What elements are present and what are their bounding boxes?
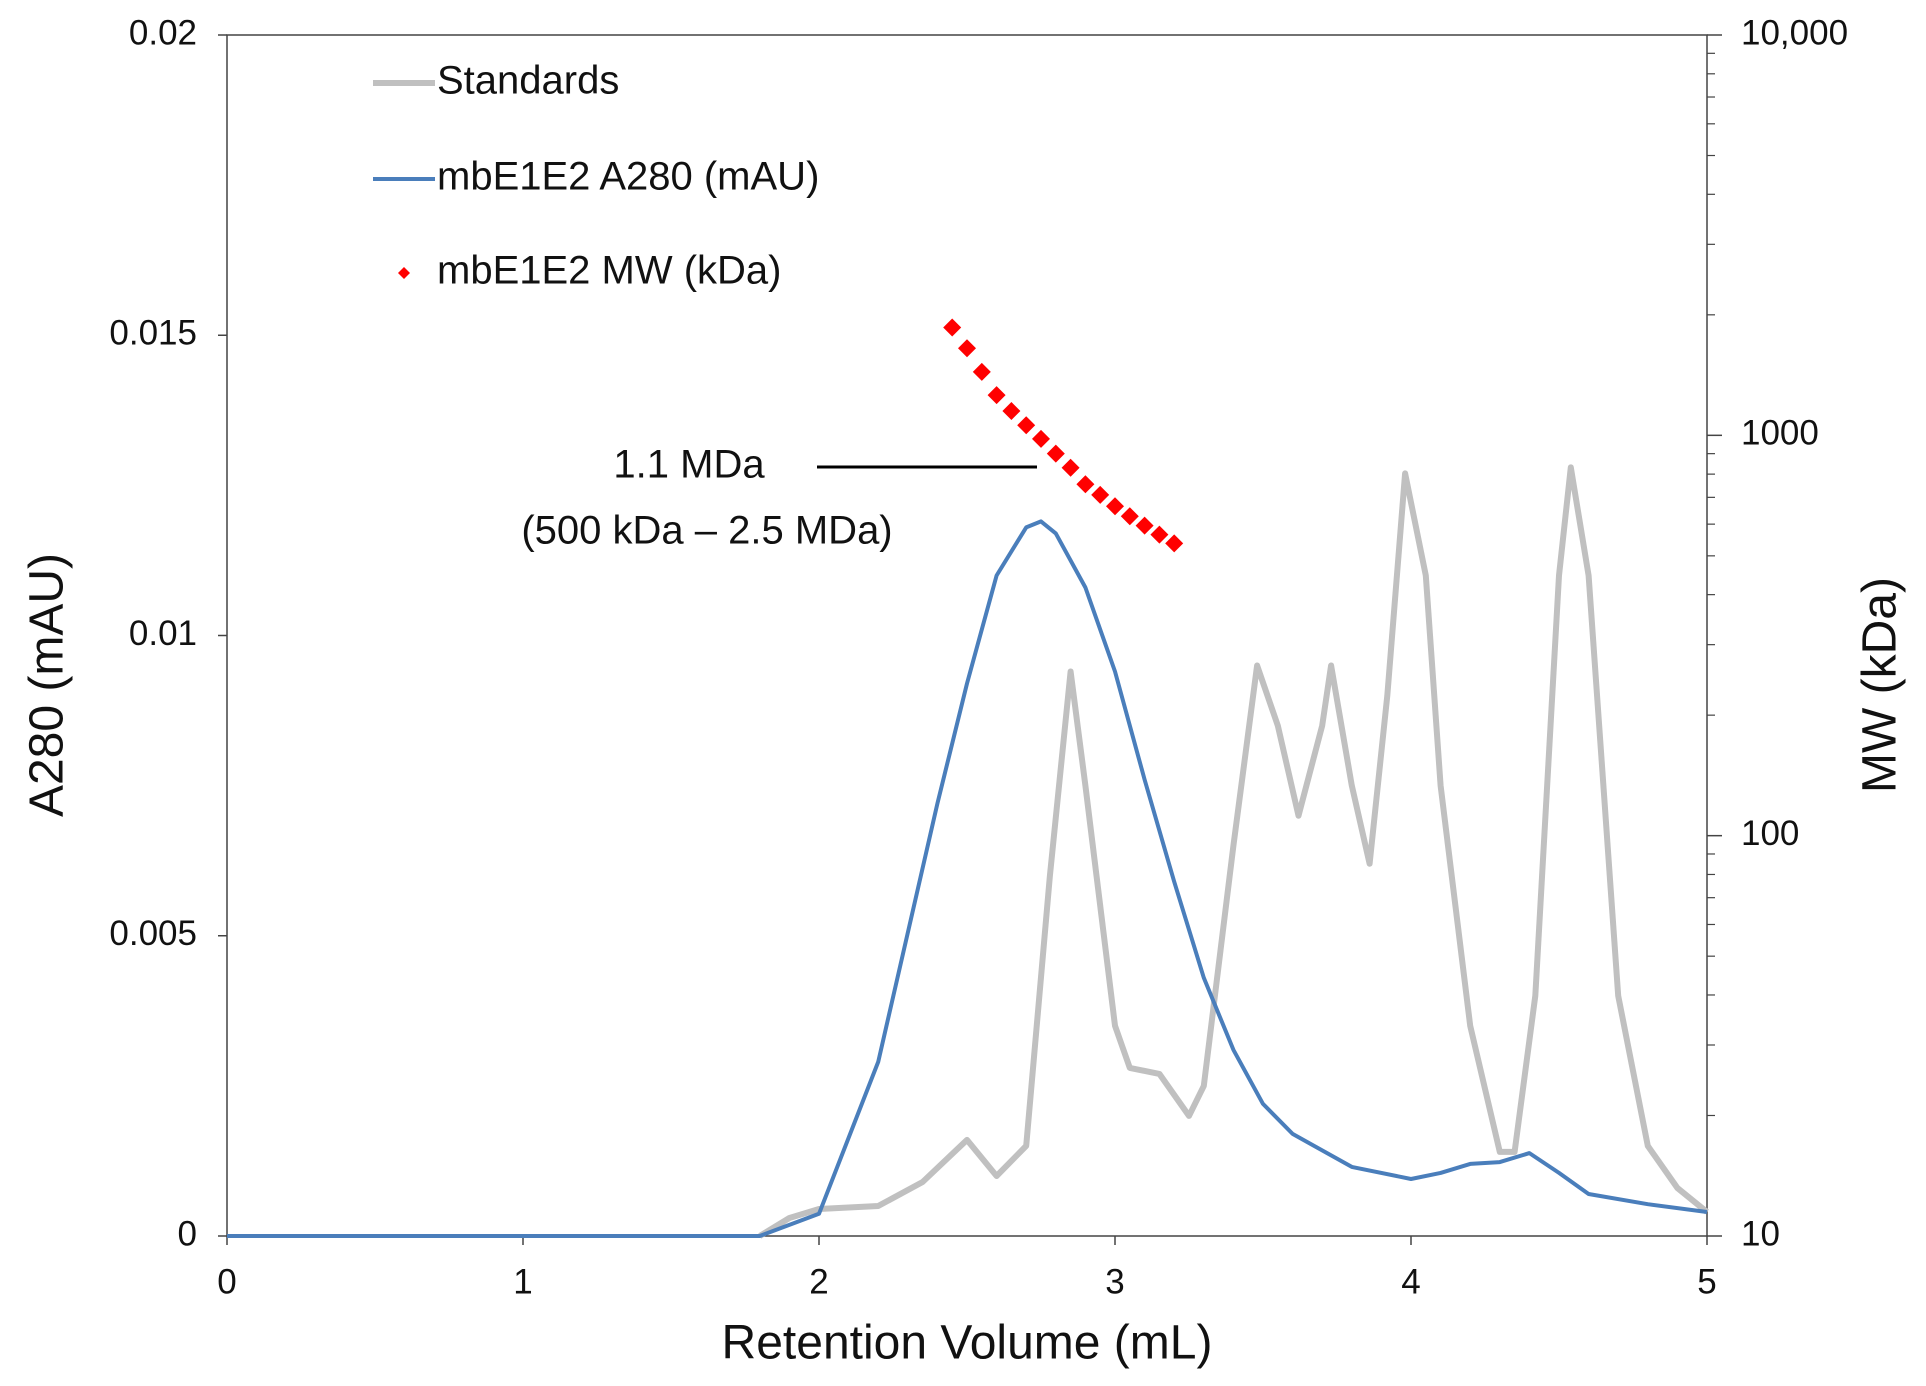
point: [1017, 416, 1036, 435]
annotation: (500 kDa – 2.5 MDa): [521, 509, 892, 553]
y2-tick-label: 100: [1741, 814, 1799, 853]
point: [1106, 497, 1124, 516]
point: [958, 339, 976, 358]
point: [1032, 429, 1050, 448]
y-tick-label: 0.01: [129, 614, 197, 653]
x-tick-label: 5: [1697, 1262, 1716, 1301]
y2-tick-label: 10: [1741, 1214, 1780, 1253]
point: [1091, 485, 1110, 504]
annotation: 1.1 MDa: [613, 443, 765, 487]
y-tick-label: 0.005: [109, 914, 197, 953]
y-tick-label: 0.02: [129, 13, 197, 52]
y-axis-title: A280 (mAU): [21, 553, 74, 817]
point: [1002, 402, 1021, 421]
y2-axis-title: MW (kDa): [1854, 577, 1907, 793]
legend-label: mbE1E2 A280 (mAU): [437, 155, 819, 199]
x-tick-label: 2: [809, 1262, 828, 1301]
x-tick-label: 3: [1105, 1262, 1124, 1301]
point: [1150, 525, 1169, 544]
point: [987, 386, 1006, 405]
line-series: [758, 464, 1709, 1239]
point: [1076, 475, 1095, 494]
legend-label: mbE1E2 MW (kDa): [437, 249, 782, 293]
legend-swatch: [398, 267, 410, 279]
y2-tick-label: 10,000: [1741, 13, 1848, 52]
point: [972, 362, 991, 381]
legend-label: Standards: [437, 59, 619, 103]
point: [1061, 458, 1080, 477]
x-tick-label: 4: [1401, 1262, 1420, 1301]
point: [1135, 516, 1154, 535]
y-tick-label: 0.015: [109, 314, 197, 353]
point: [943, 318, 962, 337]
point: [1046, 444, 1065, 463]
x-tick-label: 0: [217, 1262, 236, 1301]
y-tick-label: 0: [178, 1214, 197, 1253]
plot-frame: [226, 34, 1708, 1237]
x-tick-label: 1: [513, 1262, 532, 1301]
line-series: [227, 519, 1708, 1238]
x-axis-title: Retention Volume (mL): [722, 1317, 1213, 1370]
y2-tick-label: 1000: [1741, 414, 1819, 453]
point: [1165, 534, 1184, 553]
point: [1120, 507, 1139, 526]
